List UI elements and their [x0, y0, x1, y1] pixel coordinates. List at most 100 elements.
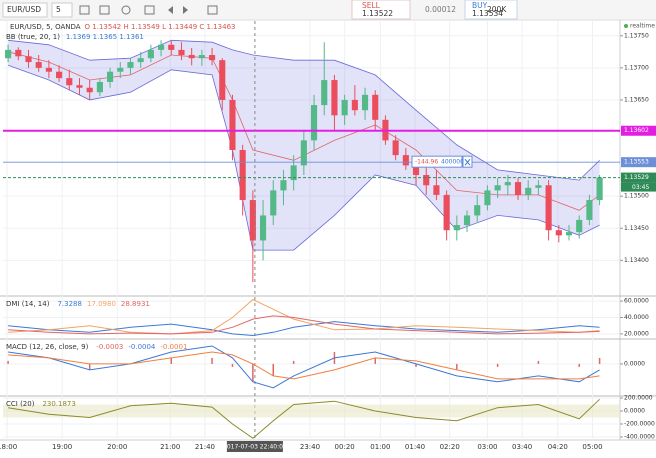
candle-body [514, 182, 522, 195]
candle-body [5, 49, 12, 59]
candle-body [168, 44, 175, 50]
candle-body [555, 230, 562, 236]
candle-body [188, 55, 195, 59]
icon[interactable] [168, 6, 173, 14]
indicator-readout: 7.3288 [57, 300, 82, 308]
sell-price[interactable]: 1.13522 [362, 9, 393, 18]
candle-body [96, 81, 103, 93]
realtime-mode: realtime [630, 23, 655, 30]
candle-body [219, 60, 226, 100]
x-tick-label: 03:00 [477, 443, 497, 451]
candle-body [178, 49, 185, 56]
candle-body [474, 205, 481, 216]
buy-label[interactable]: BUY [472, 1, 488, 10]
candle-body [412, 165, 420, 176]
candle-body [76, 85, 83, 88]
candle-body [86, 87, 93, 93]
indicator-title: MACD (12, 26, close, 9) [6, 343, 89, 351]
order-size: 400000 [441, 159, 464, 166]
candle-body [423, 175, 430, 186]
candle-body [535, 185, 542, 188]
y-tick-label: 60.0000 [624, 298, 649, 305]
x-tick-label: 20:00 [107, 443, 127, 451]
y-tick-label: 1.13400 [624, 257, 649, 264]
icon[interactable] [183, 6, 188, 14]
icon[interactable] [121, 5, 131, 15]
icon[interactable] [207, 5, 218, 15]
candle-body [35, 62, 42, 68]
symbol[interactable]: EUR/USD [7, 5, 41, 14]
sell-button[interactable] [351, 0, 411, 20]
indicator-readout: 28.8931 [121, 300, 150, 308]
y-tick-label: 1.13750 [624, 32, 649, 39]
sell-label[interactable]: SELL [362, 1, 381, 10]
candle-body [137, 58, 144, 63]
candle-body [586, 200, 593, 220]
x-tick-label: 03:40 [512, 443, 532, 451]
candle-body [341, 99, 348, 116]
indicator-title: CCI (20) [6, 400, 35, 408]
candle-body [402, 155, 409, 166]
x-tick-label: 18:00 [0, 443, 17, 451]
candle-body [310, 105, 318, 141]
candle-body [280, 180, 287, 191]
price-level-tag [621, 157, 656, 168]
interval-box[interactable] [51, 2, 73, 18]
y-tick-label: 0.0000 [624, 360, 645, 367]
y-tick-label: 40.0000 [624, 314, 649, 321]
price-level-tag [621, 172, 656, 183]
y-tick-label: 1.13500 [624, 193, 649, 200]
order-close-icon [464, 158, 471, 166]
candle-body [372, 94, 379, 120]
band [3, 404, 620, 418]
icon[interactable] [99, 5, 110, 15]
candle-body [147, 49, 154, 59]
candle-body [545, 185, 552, 231]
indicator-line [8, 298, 600, 335]
candle-body [45, 67, 52, 72]
icon[interactable] [144, 5, 155, 15]
interval[interactable]: 5 [56, 5, 61, 14]
candle-body [290, 165, 297, 181]
candle-body [198, 55, 205, 59]
indicator-line [8, 321, 600, 337]
symbol-box[interactable] [2, 2, 48, 18]
order-tag [411, 155, 463, 168]
indicator-line [8, 345, 600, 389]
x-tick-label: 05:00 [582, 443, 602, 451]
quantity[interactable]: 200K [487, 5, 507, 14]
buy-price[interactable]: 1.13534 [472, 9, 503, 18]
indicator-line [8, 398, 600, 439]
y-tick-label: 200.0000 [624, 394, 653, 401]
x-tick-label: 21:00 [160, 443, 180, 451]
candle-body [433, 185, 440, 195]
buy-button[interactable] [464, 0, 518, 20]
price-level-tag [621, 125, 656, 136]
overlay-readout: 1.1369 1.1365 1.1361 [66, 33, 144, 41]
y-tick-label: 1.13450 [624, 225, 649, 232]
candle-body [525, 187, 532, 195]
indicator-line [8, 351, 600, 380]
candle-body [270, 190, 277, 216]
indicator-readout: -0.0004 [128, 343, 156, 351]
toolbar-icons [79, 5, 218, 15]
y-tick-label: 20.0000 [624, 330, 649, 337]
candle-body [127, 62, 134, 68]
chart-title: EUR/USD, 5, OANDA [10, 23, 81, 31]
icon[interactable] [79, 5, 90, 15]
x-tick-label: 04:20 [548, 443, 568, 451]
candle-body [249, 200, 256, 241]
x-tick-label: 01:00 [370, 443, 390, 451]
candle-body [66, 78, 73, 86]
y-tick-label: 1.13650 [624, 96, 649, 103]
x-tick-label: 02:20 [440, 443, 460, 451]
y-tick-label: -200.0000 [624, 420, 655, 427]
candle-body [331, 80, 338, 116]
countdown: 03:45 [632, 184, 649, 191]
candle-body [484, 190, 491, 206]
x-tick-label: 19:00 [52, 443, 72, 451]
x-tick-label: 01:40 [405, 443, 425, 451]
indicator-line [8, 315, 600, 335]
candle-body [259, 215, 267, 241]
